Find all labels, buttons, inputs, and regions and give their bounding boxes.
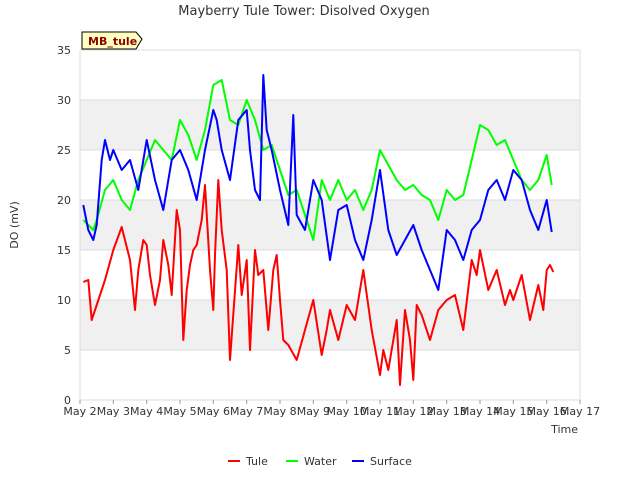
series-lines bbox=[82, 74, 555, 386]
y-tick-label-7: 35 bbox=[57, 44, 71, 57]
x-tick-label-15: May 17 bbox=[560, 405, 600, 418]
x-tick-label-1: May 3 bbox=[97, 405, 130, 418]
x-tick-label-13: May 15 bbox=[493, 405, 533, 418]
x-tick-label-5: May 7 bbox=[230, 405, 263, 418]
series-line-water bbox=[82, 79, 553, 241]
y-tick-label-5: 25 bbox=[57, 144, 71, 157]
plot-bands bbox=[80, 50, 580, 400]
plot-band-0 bbox=[80, 300, 580, 350]
plot-band-1 bbox=[80, 200, 580, 250]
y-tick-label-3: 15 bbox=[57, 244, 71, 257]
x-tick-label-10: May 12 bbox=[393, 405, 433, 418]
series-line-tule bbox=[82, 179, 555, 386]
x-tick-label-9: May 11 bbox=[360, 405, 400, 418]
y-tick-label-1: 5 bbox=[64, 344, 71, 357]
x-tick-label-7: May 9 bbox=[297, 405, 330, 418]
x-tick-label-0: May 2 bbox=[63, 405, 96, 418]
x-tick-label-8: May 10 bbox=[327, 405, 367, 418]
legend-label-surface: Surface bbox=[370, 455, 412, 468]
y-tick-label-2: 10 bbox=[57, 294, 71, 307]
x-tick-label-11: May 13 bbox=[427, 405, 467, 418]
x-tick-label-6: May 8 bbox=[263, 405, 296, 418]
y-tick-label-6: 30 bbox=[57, 94, 71, 107]
x-axis-label: Time bbox=[550, 423, 578, 436]
station-tag: MB_tule bbox=[81, 31, 143, 50]
chart-title: Mayberry Tule Tower: Disolved Oxygen bbox=[178, 4, 429, 19]
station-tag-box bbox=[81, 31, 143, 50]
legend-label-tule: Tule bbox=[245, 455, 268, 468]
y-axis-ticks: 0 5 10 15 20 25 30 35 bbox=[57, 44, 71, 407]
station-tag-label: MB_tule bbox=[88, 35, 137, 48]
x-tick-label-2: May 4 bbox=[130, 405, 163, 418]
x-tick-label-14: May 16 bbox=[527, 405, 567, 418]
y-axis-label: DO (mV) bbox=[8, 201, 21, 248]
series-line-surface bbox=[82, 74, 553, 291]
legend: Tule Water Surface bbox=[228, 455, 412, 468]
y-tick-label-4: 20 bbox=[57, 194, 71, 207]
plot-band-2 bbox=[80, 100, 580, 150]
x-tick-label-3: May 5 bbox=[163, 405, 196, 418]
x-axis-ticks: May 2 May 3 May 4 May 5 May 6 May 7 May 8 May 9… bbox=[63, 400, 600, 418]
x-tick-label-4: May 6 bbox=[197, 405, 230, 418]
legend-label-water: Water bbox=[304, 455, 337, 468]
y-tick-label-0: 0 bbox=[64, 394, 71, 407]
x-tick-label-12: May 14 bbox=[460, 405, 500, 418]
